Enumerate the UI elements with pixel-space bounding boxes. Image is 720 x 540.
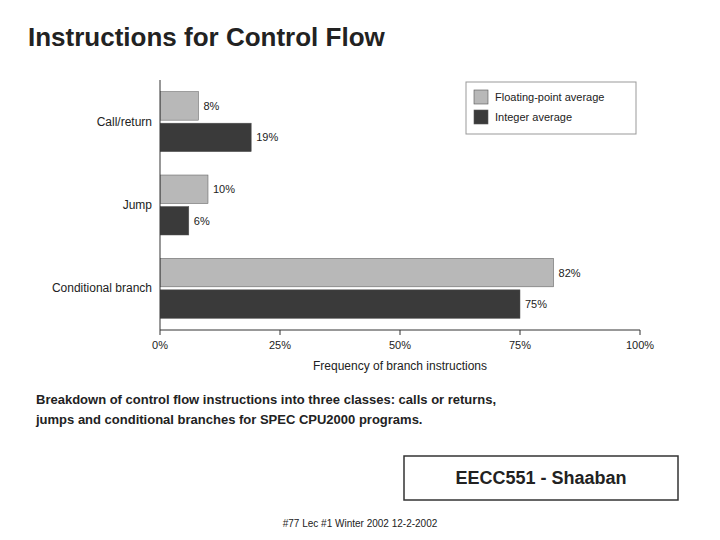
page: {"chart_data": { "type": "bar", "orienta… <box>0 0 720 540</box>
y-tick-label: Jump <box>123 198 153 212</box>
data-label: 75% <box>525 298 547 310</box>
x-tick <box>280 330 281 335</box>
y-tick-label: Call/return <box>97 115 152 129</box>
legend: Floating-point average Integer average <box>466 82 636 134</box>
footer-note: #77 Lec #1 Winter 2002 12-2-2002 <box>283 518 438 529</box>
chart: Instructions for Control Flow 82% 10% 8% 75%… <box>0 0 720 540</box>
footer-label: EECC551 - Shaaban <box>455 468 626 488</box>
x-tick-label: 0% <box>152 339 168 351</box>
data-label: 8% <box>203 100 219 112</box>
bar <box>160 175 208 204</box>
legend-box <box>466 82 636 134</box>
x-axis-label: Frequency of branch instructions <box>313 359 487 373</box>
bar <box>160 207 189 236</box>
legend-label: Floating-point average <box>495 91 604 103</box>
bar <box>160 258 554 287</box>
x-tick <box>640 330 641 335</box>
legend-swatch <box>474 110 488 124</box>
x-tick <box>520 330 521 335</box>
x-tick-label: 100% <box>626 339 654 351</box>
bar <box>160 123 251 151</box>
x-tick-label: 25% <box>269 339 291 351</box>
data-label: 82% <box>559 267 581 279</box>
data-label: 10% <box>213 183 235 195</box>
annotations: Breakdown of control flow instructions i… <box>35 392 678 529</box>
x-tick-label: 75% <box>509 339 531 351</box>
bar <box>160 290 520 319</box>
axes: 0% 25% 50% 75% 100% Conditional branch Jump Cal… <box>52 80 654 373</box>
caption: jumps and conditional branches for SPEC … <box>35 412 422 427</box>
bar <box>160 92 198 121</box>
x-tick <box>400 330 401 335</box>
legend-label: Integer average <box>495 111 572 123</box>
data-label: 19% <box>256 131 278 143</box>
data-label: 6% <box>194 215 210 227</box>
title: Instructions for Control Flow <box>28 22 386 52</box>
footer-box <box>404 456 678 500</box>
x-tick-label: 50% <box>389 339 411 351</box>
y-axis-line <box>160 80 161 330</box>
y-tick-label: Conditional branch <box>52 281 152 295</box>
legend-swatch <box>474 90 488 104</box>
x-tick <box>160 330 161 335</box>
caption: Breakdown of control flow instructions i… <box>36 392 496 407</box>
